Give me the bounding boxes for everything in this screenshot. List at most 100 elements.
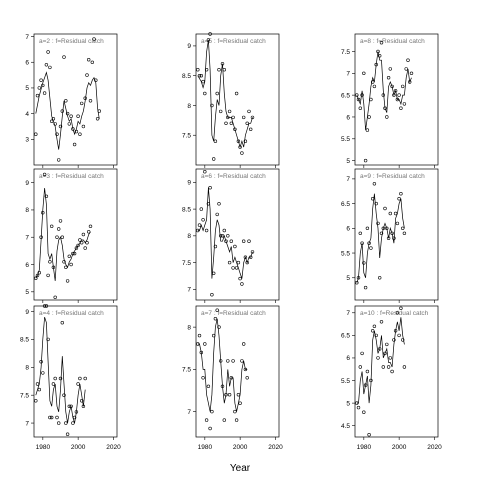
data-point <box>81 232 86 237</box>
y-tick-label: 5 <box>25 289 29 296</box>
data-point <box>240 359 244 363</box>
data-point <box>402 231 407 236</box>
data-point <box>386 236 391 240</box>
data-point <box>379 231 384 236</box>
data-point <box>386 75 391 80</box>
data-point <box>393 329 398 333</box>
data-point <box>42 91 47 95</box>
data-point <box>208 186 212 190</box>
data-point <box>206 38 211 42</box>
data-point <box>395 221 400 226</box>
y-tick-label: 7.5 <box>182 133 191 140</box>
data-point <box>201 218 205 222</box>
data-point <box>229 121 234 126</box>
y-tick-label: 6.5 <box>341 333 350 340</box>
data-point <box>356 97 361 102</box>
data-point <box>35 382 40 386</box>
data-point <box>210 103 214 108</box>
data-point <box>224 393 228 397</box>
panel-frame <box>195 168 280 301</box>
data-point <box>372 182 377 186</box>
data-point <box>243 139 248 143</box>
data-point <box>363 285 368 290</box>
y-tick-label: 6.5 <box>341 92 350 99</box>
data-point <box>374 62 378 67</box>
data-point <box>206 384 211 388</box>
data-point <box>34 132 38 136</box>
data-point <box>213 139 218 143</box>
panel-strip-label: a=10 : f=Residual catch <box>360 310 429 317</box>
data-point <box>42 172 47 177</box>
x-tick-label: 1980 <box>36 444 51 451</box>
data-point <box>72 415 77 420</box>
data-point <box>213 317 218 321</box>
data-point <box>92 37 96 41</box>
data-point <box>197 333 202 338</box>
data-point <box>86 230 91 234</box>
data-point <box>53 295 57 299</box>
data-point <box>240 151 244 155</box>
data-point <box>367 433 371 437</box>
data-point <box>41 371 45 375</box>
chart-panels: a=2 : f=Residual catch 3 4 5 6 7 a=5 : f=Resid… <box>20 32 442 451</box>
data-point <box>245 121 249 126</box>
data-point <box>60 235 64 239</box>
data-point <box>224 121 228 126</box>
data-point <box>97 109 102 113</box>
data-point <box>245 376 249 380</box>
data-point <box>381 365 385 369</box>
panel-strip-label: a=3 : f=Residual catch <box>39 173 104 180</box>
data-point <box>203 342 207 346</box>
data-point <box>374 201 378 206</box>
data-point <box>245 260 249 265</box>
data-point <box>379 40 384 45</box>
data-point <box>212 271 216 275</box>
data-point <box>234 91 239 96</box>
data-point <box>238 401 242 405</box>
data-point <box>236 139 241 143</box>
data-point <box>397 93 401 97</box>
data-point <box>219 109 223 114</box>
y-tick-label: 6 <box>346 114 350 121</box>
data-point <box>44 304 49 308</box>
data-point <box>220 62 225 66</box>
data-point <box>203 91 207 96</box>
y-tick-label: 7.5 <box>341 49 350 56</box>
data-point <box>39 235 43 239</box>
data-point <box>48 65 52 70</box>
panel-frame <box>354 168 439 301</box>
x-tick-label: 1980 <box>198 444 213 451</box>
data-point <box>71 251 75 256</box>
data-point <box>363 383 368 387</box>
data-point <box>95 117 100 121</box>
data-point <box>220 384 225 388</box>
x-axis-label: Year <box>230 463 251 474</box>
x-tick-label: 2000 <box>392 444 407 451</box>
data-point <box>55 132 59 136</box>
data-point <box>229 239 234 243</box>
data-point <box>219 359 223 363</box>
data-point <box>208 426 212 431</box>
data-point <box>406 58 410 62</box>
x-tick-label: 1980 <box>357 444 372 451</box>
data-point <box>401 226 405 231</box>
data-point <box>369 97 373 102</box>
panel-strip-label: a=4 : f=Residual catch <box>39 310 104 317</box>
data-point <box>247 239 251 243</box>
data-point <box>210 293 214 297</box>
y-tick-label: 7 <box>346 71 350 78</box>
data-point <box>372 84 377 89</box>
y-tick-label: 3 <box>25 137 29 144</box>
data-point <box>90 60 95 64</box>
data-point <box>79 399 84 403</box>
fitted-line <box>356 193 405 283</box>
data-point <box>226 359 230 363</box>
data-point <box>37 387 41 392</box>
data-point <box>60 321 64 325</box>
data-point <box>48 415 52 420</box>
data-point <box>371 329 375 333</box>
data-point <box>242 342 246 346</box>
data-point <box>37 86 41 90</box>
data-point <box>360 93 364 97</box>
data-point <box>197 73 202 78</box>
